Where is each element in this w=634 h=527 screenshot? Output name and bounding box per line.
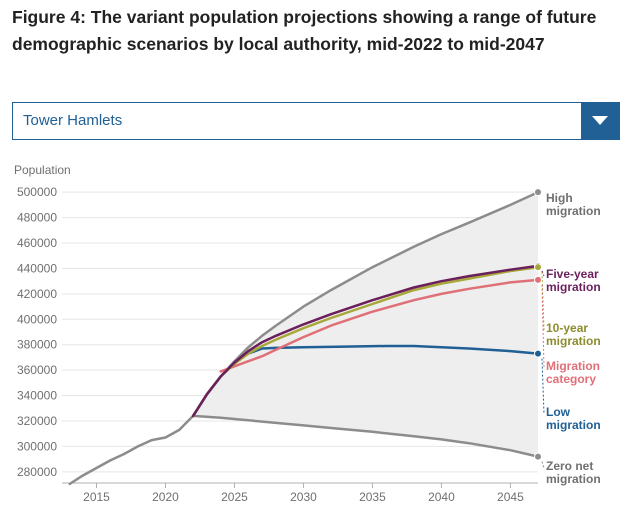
chevron-down-icon bbox=[592, 116, 608, 125]
y-tick-label: 280000 bbox=[17, 465, 57, 479]
local-authority-dropdown[interactable]: Tower Hamlets bbox=[12, 102, 620, 140]
five-year-migration-label: Five-year bbox=[546, 267, 599, 281]
y-tick-label: 300000 bbox=[17, 439, 57, 453]
x-tick-label: 2045 bbox=[497, 490, 524, 504]
y-axis-title: Population bbox=[14, 163, 71, 177]
10-year-migration-label: 10-year bbox=[546, 321, 588, 335]
10-year-migration-leader-line bbox=[541, 272, 545, 331]
x-tick-label: 2035 bbox=[359, 490, 386, 504]
low-migration-label: migration bbox=[546, 418, 601, 432]
10-year-migration-end-point bbox=[534, 263, 542, 272]
low-migration-end-point bbox=[534, 349, 542, 358]
migration-category-leader-line bbox=[541, 284, 545, 369]
migration-category-end-point bbox=[534, 275, 542, 284]
low-migration-leader-line bbox=[541, 358, 545, 415]
y-tick-label: 360000 bbox=[17, 363, 57, 377]
x-tick-label: 2020 bbox=[152, 490, 179, 504]
y-tick-label: 460000 bbox=[17, 236, 57, 250]
zero-net-migration-line bbox=[191, 414, 540, 458]
historical-line bbox=[68, 415, 194, 486]
dropdown-toggle-button[interactable] bbox=[581, 103, 619, 139]
y-tick-label: 380000 bbox=[17, 338, 57, 352]
x-tick-label: 2030 bbox=[290, 490, 317, 504]
x-tick-label: 2025 bbox=[221, 490, 248, 504]
y-tick-label: 400000 bbox=[17, 312, 57, 326]
figure-title: Figure 4: The variant population project… bbox=[12, 7, 597, 54]
y-tick-label: 480000 bbox=[17, 211, 57, 225]
five-year-migration-leader-line bbox=[541, 270, 545, 277]
dropdown-selected-value: Tower Hamlets bbox=[23, 112, 123, 129]
migration-category-label: category bbox=[546, 372, 596, 386]
x-tick-label: 2040 bbox=[428, 490, 455, 504]
population-projection-chart: Population 280000 300000 320000 340000 36000… bbox=[14, 163, 601, 504]
high-migration-label: migration bbox=[546, 204, 601, 218]
migration-category-label: Migration bbox=[546, 359, 600, 373]
migration-category-line bbox=[219, 278, 540, 373]
high-migration-end-point bbox=[534, 188, 542, 197]
zero-net-migration-label: Zero net bbox=[546, 459, 593, 473]
five-year-migration-line bbox=[191, 264, 540, 418]
y-tick-label: 320000 bbox=[17, 414, 57, 428]
10-year-migration-label: migration bbox=[546, 334, 601, 348]
five-year-migration-label: migration bbox=[546, 280, 601, 294]
y-tick-label: 340000 bbox=[17, 389, 57, 403]
y-tick-label: 440000 bbox=[17, 261, 57, 275]
zero-net-migration-label: migration bbox=[546, 472, 601, 486]
low-migration-label: Low bbox=[546, 405, 571, 419]
zero-net-migration-leader-line bbox=[541, 461, 545, 469]
y-tick-label: 420000 bbox=[17, 287, 57, 301]
x-tick-label: 2015 bbox=[83, 490, 110, 504]
projection-range-band bbox=[193, 192, 538, 457]
zero-net-migration-end-point bbox=[534, 452, 542, 461]
y-tick-label: 500000 bbox=[17, 185, 57, 199]
high-migration-label: High bbox=[546, 191, 573, 205]
